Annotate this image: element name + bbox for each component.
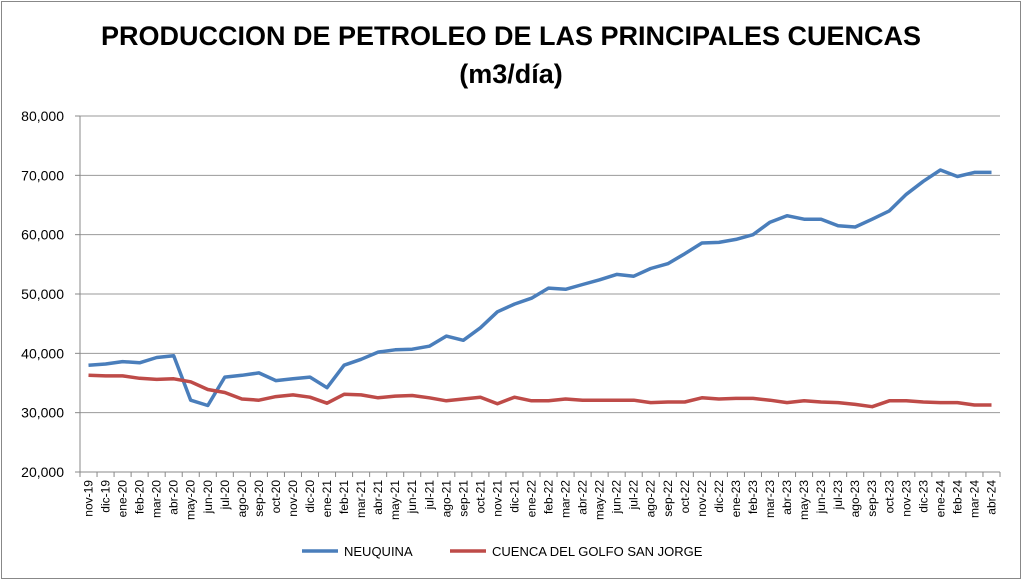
x-tick-label: feb-22 (542, 480, 556, 514)
x-tick-label: ene-23 (729, 480, 743, 518)
chart-subtitle: (m3/día) (459, 59, 563, 89)
x-tick-label: nov-22 (695, 480, 709, 517)
x-tick-label: jul-22 (627, 480, 641, 511)
y-tick-label: 20,000 (21, 464, 64, 480)
x-tick-label: sep-23 (865, 480, 879, 517)
chart-title: PRODUCCION DE PETROLEO DE LAS PRINCIPALE… (101, 21, 921, 51)
x-tick-label: dic-20 (303, 480, 317, 513)
x-tick-label: jul-23 (831, 480, 845, 511)
x-tick-label: mar-20 (150, 480, 164, 518)
y-tick-label: 30,000 (21, 405, 64, 421)
x-tick-label: ago-23 (848, 480, 862, 518)
legend-label-neuquina: NEUQUINA (344, 544, 413, 559)
x-tick-label: sep-20 (252, 480, 266, 517)
x-tick-label: abr-22 (576, 480, 590, 515)
x-tick-label: may-20 (184, 480, 198, 520)
x-tick-label: nov-20 (286, 480, 300, 517)
x-tick-label: oct-22 (678, 480, 692, 514)
x-tick-label: jun-23 (814, 480, 828, 515)
x-tick-label: jun-21 (405, 480, 419, 515)
x-tick-label: jul-20 (218, 480, 232, 511)
y-tick-label: 60,000 (21, 227, 64, 243)
x-tick-label: jun-22 (610, 480, 624, 515)
x-tick-label: feb-21 (337, 480, 351, 514)
x-tick-label: mar-21 (354, 480, 368, 518)
x-tick-label: mar-23 (763, 480, 777, 518)
y-tick-label: 40,000 (21, 345, 64, 361)
x-tick-label: sep-21 (456, 480, 470, 517)
series-line-neuquina (88, 168, 992, 408)
x-tick-label: ago-22 (644, 480, 658, 518)
x-tick-label: oct-23 (882, 480, 896, 514)
x-tick-label: ene-22 (524, 480, 538, 518)
x-tick-label: dic-21 (507, 480, 521, 513)
y-tick-label: 70,000 (21, 167, 64, 183)
x-tick-label: ago-21 (439, 480, 453, 518)
legend-label-golfo-san-jorge: CUENCA DEL GOLFO SAN JORGE (492, 544, 703, 559)
x-tick-label: dic-19 (99, 480, 113, 513)
x-tick-label: nov-21 (490, 480, 504, 517)
x-tick-label: abr-20 (167, 480, 181, 515)
x-tick-label: jun-20 (201, 480, 215, 515)
x-tick-label: mar-24 (967, 480, 981, 518)
x-tick-label: ene-24 (933, 480, 947, 518)
x-tick-label: feb-20 (133, 480, 147, 514)
x-tick-label: ene-21 (320, 480, 334, 518)
x-tick-label: nov-23 (899, 480, 913, 517)
x-tick-label: nov-19 (82, 480, 96, 517)
x-tick-label: sep-22 (661, 480, 675, 517)
x-tick-label: may-22 (593, 480, 607, 520)
x-tick-label: abr-23 (780, 480, 794, 515)
x-tick-label: abr-21 (371, 480, 385, 515)
x-tick-label: may-23 (797, 480, 811, 520)
x-tick-label: jul-21 (422, 480, 436, 511)
y-tick-label: 80,000 (21, 108, 64, 124)
y-tick-label: 50,000 (21, 286, 64, 302)
x-tick-label: abr-24 (984, 480, 998, 515)
x-tick-label: dic-22 (712, 480, 726, 513)
x-tick-label: feb-23 (746, 480, 760, 514)
x-tick-label: feb-24 (950, 480, 964, 514)
x-tick-label: ene-20 (116, 480, 130, 518)
x-tick-label: ago-20 (235, 480, 249, 518)
x-tick-label: oct-20 (269, 480, 283, 514)
series-line-golfo-san-jorge (88, 373, 992, 409)
x-tick-label: oct-21 (473, 480, 487, 514)
legend: NEUQUINA CUENCA DEL GOLFO SAN JORGE (302, 544, 703, 559)
x-tick-label: may-21 (388, 480, 402, 520)
x-tick-label: mar-22 (559, 480, 573, 518)
x-tick-label: dic-23 (916, 480, 930, 513)
